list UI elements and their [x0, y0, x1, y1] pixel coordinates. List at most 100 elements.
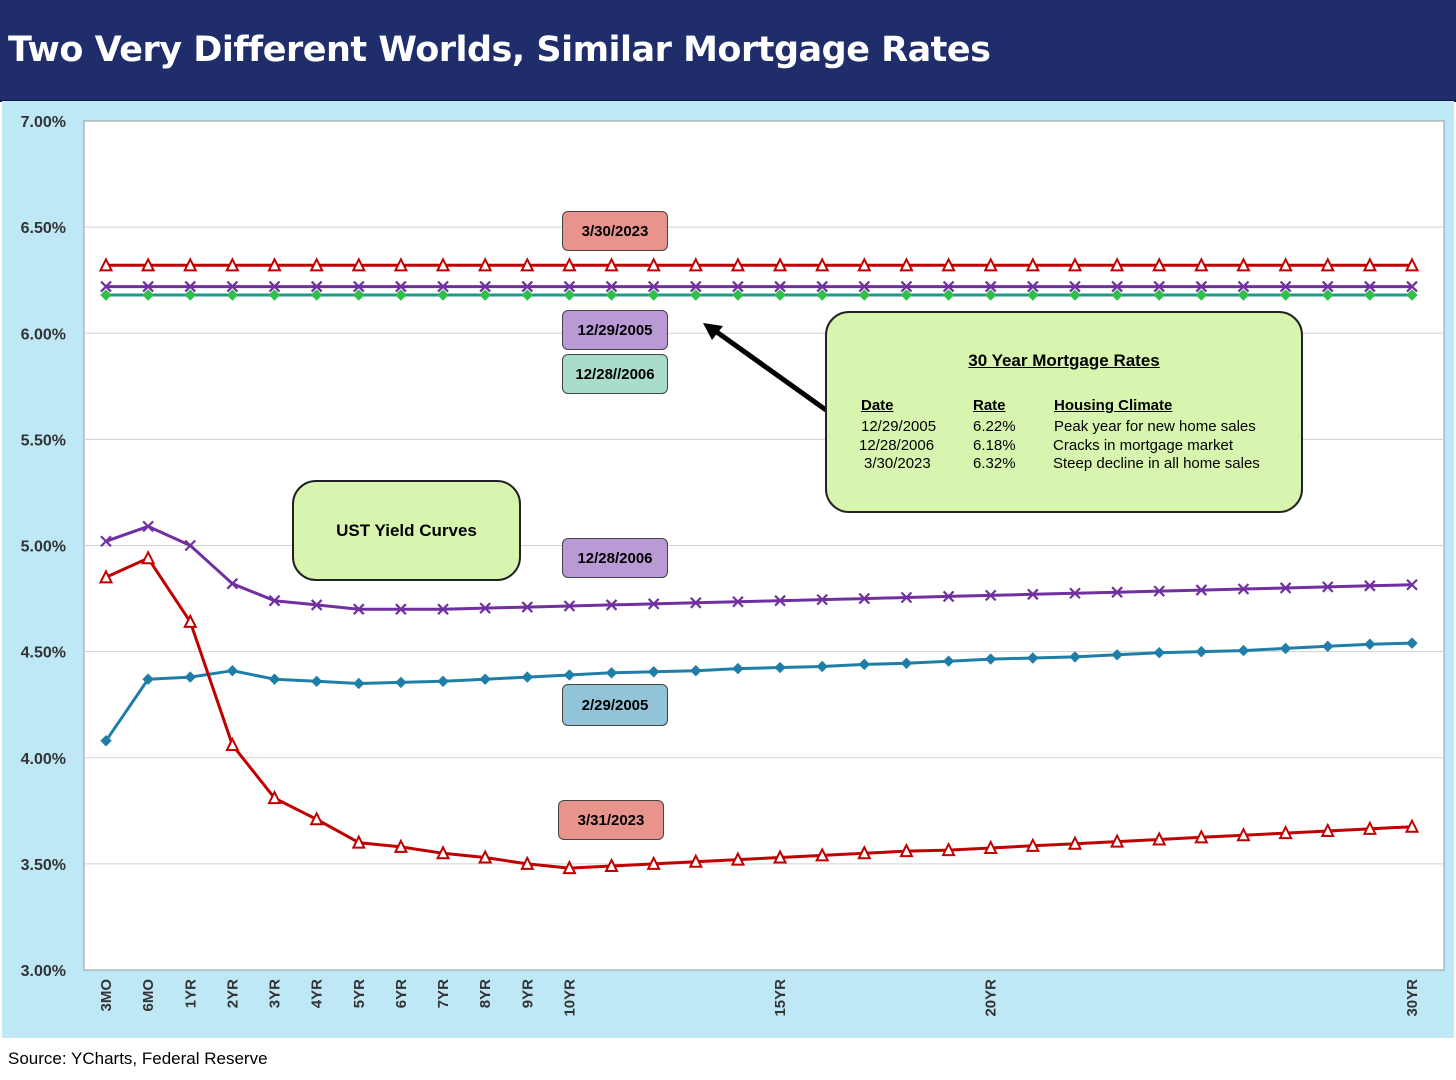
- data-point: [605, 280, 618, 293]
- data-point: [732, 289, 744, 301]
- data-point: [1364, 280, 1376, 293]
- data-point: [815, 847, 830, 862]
- data-point: [142, 280, 154, 293]
- row-3-climate: Steep decline in all home sales: [1053, 455, 1260, 472]
- data-point: [563, 600, 576, 612]
- data-point: [1069, 289, 1081, 301]
- data-point: [479, 280, 491, 293]
- data-point: [184, 289, 196, 301]
- data-point: [1194, 829, 1209, 844]
- data-point: [774, 280, 786, 293]
- chart-frame: 3.00% 3.50% 4.00% 4.50% 5.00% 5.50% 6.00% 6.50%…: [2, 101, 1454, 1038]
- data-point-stroke: [1237, 583, 1250, 595]
- line-chart: 3.00% 3.50% 4.00% 4.50% 5.00% 5.50% 6.00% 6.50%…: [21, 114, 1445, 1017]
- data-point: [1279, 642, 1292, 655]
- data-point: [309, 811, 324, 826]
- x-tick-label: 3MO: [98, 979, 115, 1012]
- x-tick-label: 2YR: [224, 979, 241, 1008]
- data-point: [1404, 818, 1420, 833]
- data-point: [857, 257, 872, 272]
- data-point: [100, 289, 112, 301]
- data-point: [646, 855, 661, 870]
- data-point: [605, 289, 618, 301]
- data-point: [479, 289, 491, 301]
- data-point: [730, 851, 746, 866]
- data-point: [1109, 833, 1125, 848]
- data-point-stroke: [521, 601, 534, 613]
- data-point: [562, 859, 577, 875]
- data-point: [1237, 280, 1250, 293]
- data-point: [521, 280, 534, 293]
- data-point-stroke: [184, 280, 197, 293]
- y-tick-label: 5.00%: [21, 539, 66, 556]
- arrowhead: [703, 323, 723, 340]
- data-point: [141, 257, 156, 272]
- label-2-29-2005-ust: 2/29/2005: [562, 684, 668, 726]
- data-point-stroke: [1111, 280, 1123, 293]
- data-point: [226, 665, 239, 677]
- data-point: [942, 655, 955, 667]
- data-point: [435, 257, 451, 272]
- data-point-stroke: [1321, 280, 1334, 293]
- page-title: Two Very Different Worlds, Similar Mortg…: [8, 30, 991, 70]
- data-point-stroke: [858, 592, 871, 605]
- data-point: [1153, 289, 1165, 301]
- data-point-stroke: [690, 280, 702, 293]
- data-point: [478, 849, 493, 864]
- series-line: [104, 641, 1413, 742]
- data-point: [563, 280, 576, 293]
- x-tick-label: 30YR: [1404, 979, 1421, 1017]
- data-point: [1194, 257, 1209, 272]
- row-2-date: 12/28/2006: [859, 437, 935, 454]
- data-point: [351, 257, 366, 272]
- data-point-stroke: [1406, 280, 1418, 293]
- data-point: [1153, 280, 1166, 293]
- data-point: [395, 676, 407, 689]
- data-point: [479, 673, 491, 685]
- data-point-stroke: [437, 603, 449, 615]
- data-point-stroke: [226, 280, 239, 293]
- data-point: [1321, 581, 1334, 593]
- label-12-28-2006-mortgage: 12/28//2006: [562, 354, 668, 394]
- data-point: [184, 539, 197, 552]
- data-point-stroke: [268, 594, 281, 607]
- data-point-stroke: [1364, 580, 1376, 592]
- data-point-stroke: [1364, 280, 1376, 293]
- data-point: [1237, 583, 1250, 595]
- data-point: [646, 257, 661, 272]
- data-point: [1027, 280, 1039, 293]
- data-point-stroke: [479, 602, 491, 614]
- data-point: [225, 257, 240, 272]
- data-point: [1364, 638, 1376, 650]
- series-mortgage-12-29-2005: [100, 280, 1418, 293]
- data-point: [858, 280, 871, 293]
- data-point: [816, 593, 828, 606]
- data-point: [1153, 646, 1165, 659]
- data-point: [772, 257, 788, 272]
- data-point: [1195, 289, 1208, 301]
- data-point: [941, 841, 956, 857]
- data-point: [310, 289, 323, 301]
- data-point-stroke: [268, 280, 281, 293]
- data-point: [690, 289, 702, 301]
- data-point: [478, 257, 493, 272]
- x-tick-label: 5YR: [351, 979, 368, 1008]
- x-tick-label: 4YR: [309, 979, 326, 1008]
- data-point: [141, 549, 156, 565]
- y-tick-label: 5.50%: [21, 432, 66, 449]
- data-point: [226, 289, 239, 301]
- data-point: [985, 653, 997, 665]
- data-point: [1362, 820, 1377, 835]
- x-tick-label: 6YR: [393, 979, 410, 1008]
- data-point: [1153, 585, 1166, 597]
- row-3-date: 3/30/2023: [864, 455, 931, 472]
- data-point-stroke: [900, 280, 913, 293]
- data-point: [732, 280, 744, 293]
- data-point: [225, 736, 240, 752]
- data-point-stroke: [100, 280, 112, 293]
- data-point: [183, 257, 198, 272]
- row-1-climate: Peak year for new home sales: [1054, 418, 1256, 435]
- data-point-stroke: [563, 600, 576, 612]
- data-point: [857, 845, 872, 860]
- header-date: Date: [861, 397, 894, 414]
